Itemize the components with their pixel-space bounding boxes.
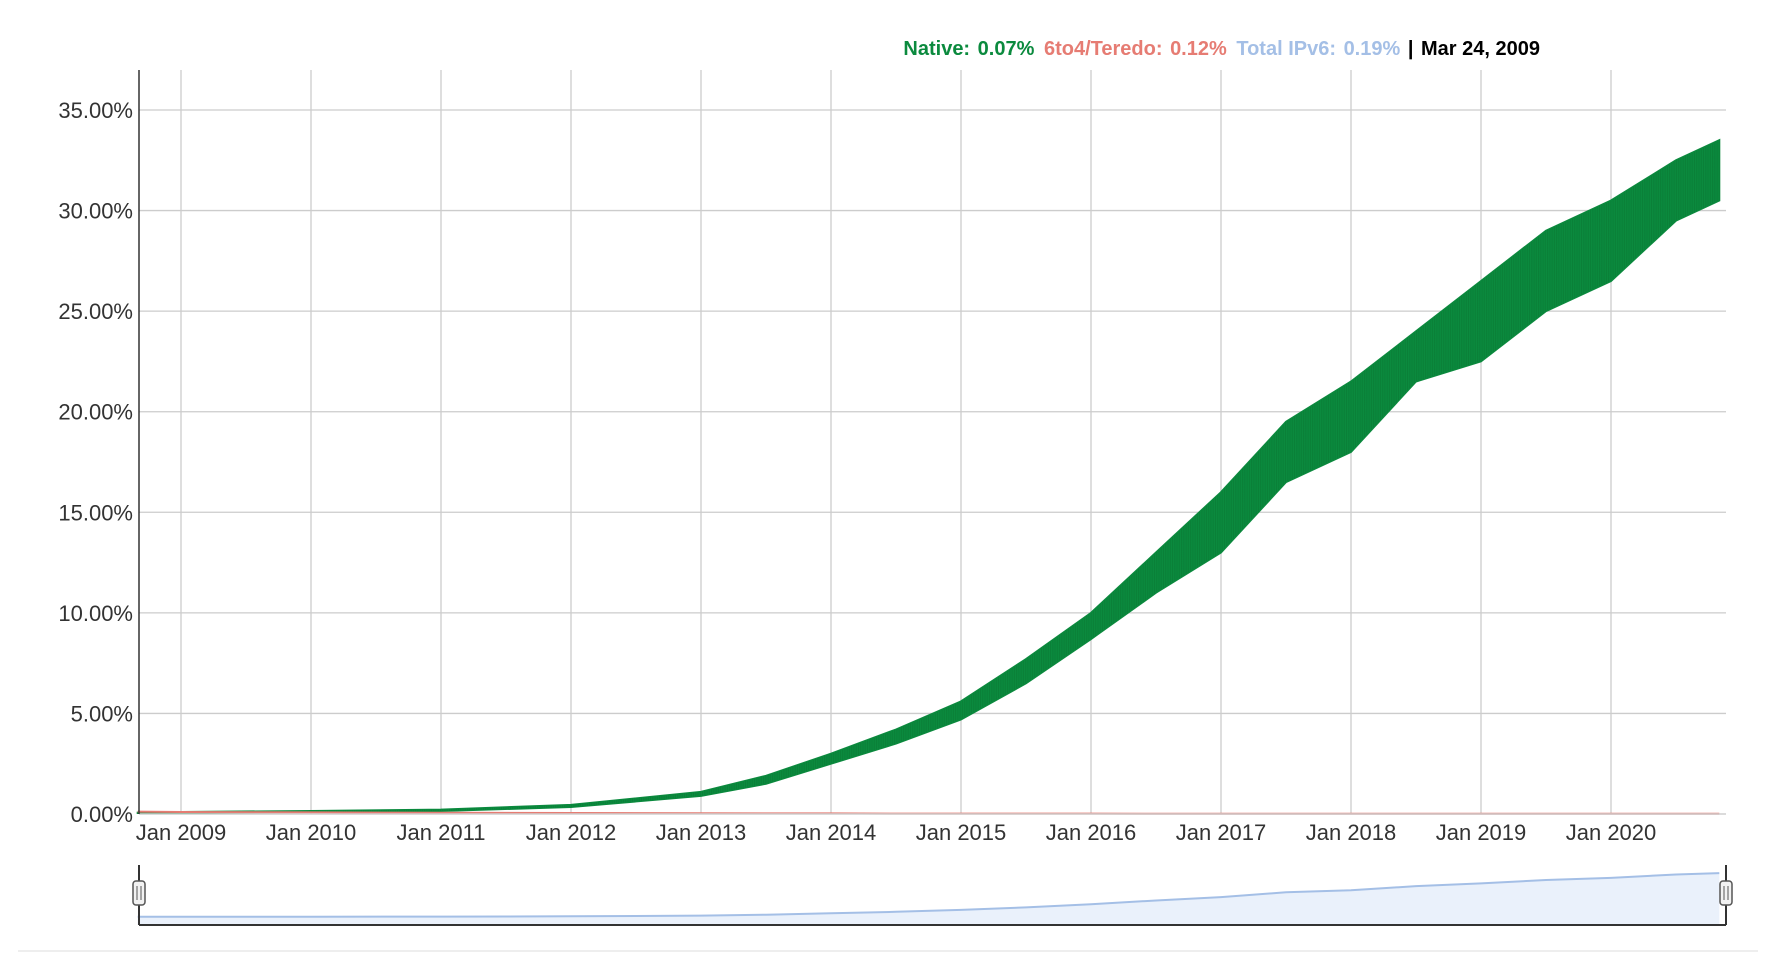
x-tick-label: Jan 2017	[1176, 820, 1267, 845]
x-tick-label: Jan 2011	[397, 820, 486, 845]
x-tick-label: Jan 2010	[266, 820, 357, 845]
chart-grid	[139, 70, 1726, 814]
x-tick-label: Jan 2012	[526, 820, 617, 845]
y-axis: 0.00% 5.00% 10.00% 15.00% 20.00% 25.00% 30.00%…	[58, 98, 133, 827]
y-tick-label: 20.00%	[58, 400, 133, 425]
range-selector[interactable]	[132, 865, 1733, 926]
series-native-oscillation	[137, 140, 1720, 813]
y-tick-label: 35.00%	[58, 98, 133, 123]
y-tick-label: 30.00%	[58, 199, 133, 224]
legend-total-label: Total IPv6:	[1236, 38, 1336, 60]
legend-native-label: Native:	[903, 38, 971, 60]
divider	[18, 950, 1758, 952]
legend-teredo: 6to4/Teredo: 0.12%	[1042, 38, 1227, 60]
range-handle-left[interactable]	[132, 880, 146, 906]
legend-separator: |	[1407, 38, 1414, 60]
legend-date: Mar 24, 2009	[1421, 38, 1540, 60]
legend-teredo-value: 0.12%	[1170, 38, 1227, 60]
x-axis: Jan 2009 Jan 2010 Jan 2011 Jan 2012 Jan 2013…	[136, 820, 1657, 845]
x-tick-label: Jan 2014	[786, 820, 877, 845]
chart-legend: Native: 0.07% 6to4/Teredo: 0.12% Total I…	[899, 38, 1540, 61]
y-tick-label: 5.00%	[71, 701, 133, 726]
x-tick-label: Jan 2013	[656, 820, 747, 845]
legend-total-value: 0.19%	[1343, 38, 1401, 60]
y-tick-label: 25.00%	[58, 299, 133, 324]
x-tick-label: Jan 2016	[1046, 820, 1137, 845]
y-tick-label: 15.00%	[58, 500, 133, 525]
y-tick-label: 0.00%	[71, 802, 133, 827]
x-tick-label: Jan 2009	[136, 820, 227, 845]
legend-native-value: 0.07%	[977, 38, 1035, 60]
x-tick-label: Jan 2018	[1306, 820, 1397, 845]
x-tick-label: Jan 2020	[1566, 820, 1657, 845]
overview-area	[137, 873, 1720, 925]
series-native-band	[136, 138, 1721, 815]
overview-line	[137, 872, 1720, 918]
x-tick-label: Jan 2015	[916, 820, 1007, 845]
legend-native: Native: 0.07%	[901, 38, 1034, 60]
legend-total: Total IPv6: 0.19%	[1234, 38, 1400, 60]
y-tick-label: 10.00%	[58, 601, 133, 626]
range-handle-right[interactable]	[1719, 880, 1733, 906]
x-tick-label: Jan 2019	[1436, 820, 1527, 845]
series-layer	[136, 138, 1726, 815]
legend-teredo-label: 6to4/Teredo:	[1043, 38, 1163, 60]
